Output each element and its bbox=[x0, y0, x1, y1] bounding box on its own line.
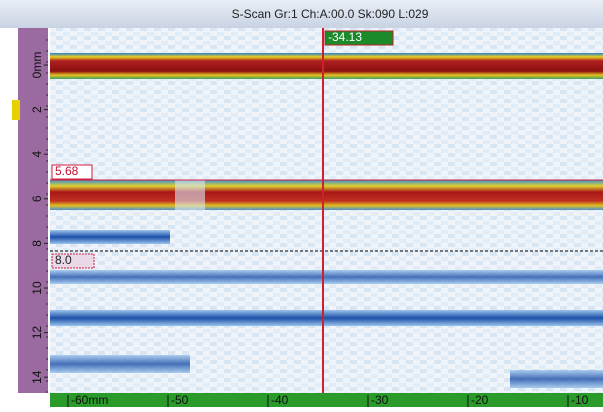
s-scan-view: S-Scan Gr:1 Ch:A:00.0 Sk:090 L:029 -34.1… bbox=[0, 0, 603, 407]
depth-label: 8 bbox=[30, 240, 44, 247]
echo-gap bbox=[175, 180, 205, 210]
depth-label: 6 bbox=[30, 195, 44, 202]
scan-label: -40 bbox=[271, 393, 289, 407]
scan-label: -20 bbox=[471, 393, 489, 407]
scan-label: -50 bbox=[171, 393, 189, 407]
title: S-Scan Gr:1 Ch:A:00.0 Sk:090 L:029 bbox=[232, 7, 429, 21]
echo-band bbox=[50, 230, 170, 244]
scan-image bbox=[50, 28, 603, 393]
depth-label: 10 bbox=[30, 281, 44, 295]
echo-band bbox=[50, 270, 603, 284]
scan-label: -10 bbox=[571, 393, 589, 407]
depth-label: 14 bbox=[30, 370, 44, 384]
cursor-label: -34.13 bbox=[328, 30, 362, 44]
echo-band bbox=[50, 180, 603, 210]
depth-label: 4 bbox=[30, 151, 44, 158]
depth-label: 2 bbox=[30, 106, 44, 113]
echo-band bbox=[510, 370, 603, 388]
echo-band bbox=[50, 355, 190, 373]
cursor-label: 5.68 bbox=[55, 164, 79, 178]
cursor-label: 8.0 bbox=[55, 253, 72, 267]
echo-band bbox=[50, 310, 603, 326]
scan-ruler bbox=[50, 393, 603, 407]
depth-label: 12 bbox=[30, 326, 44, 340]
echo-band bbox=[50, 53, 603, 79]
scan-label: -30 bbox=[371, 393, 389, 407]
depth-label: 0mm bbox=[30, 52, 44, 79]
ruler-marker bbox=[12, 100, 20, 120]
scan-label: -60mm bbox=[71, 393, 108, 407]
